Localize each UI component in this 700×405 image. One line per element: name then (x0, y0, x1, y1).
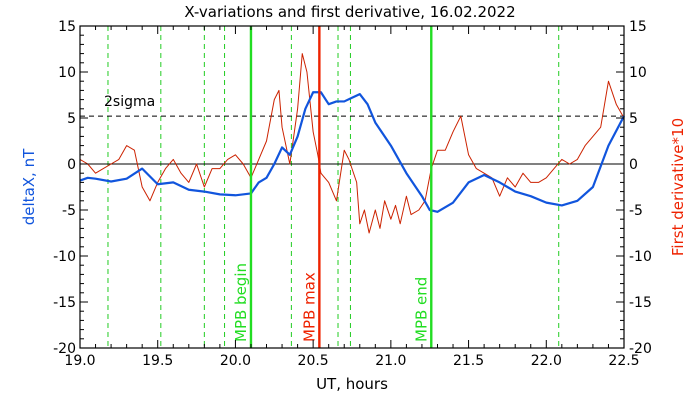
y-tick-label-left: -10 (53, 249, 76, 265)
y-axis-label-right: First derivative*10 (669, 118, 687, 256)
y-tick-label-right: 15 (629, 19, 647, 35)
y-tick-label-left: 10 (58, 65, 76, 81)
y-tick-label-left: 0 (67, 157, 76, 173)
x-tick-label: 21.0 (375, 353, 406, 369)
y-tick-label-right: -10 (629, 249, 652, 265)
event-label: MPB begin (232, 263, 250, 342)
event-label: MPB max (300, 272, 318, 342)
x-tick-label: 19.5 (142, 353, 173, 369)
event-layer: MPB begin MPB max MPB end (232, 26, 433, 348)
y-tick-label-left: -5 (62, 203, 76, 219)
x-tick-label: 20.5 (298, 353, 329, 369)
y-axis-label-left: deltaX, nT (20, 148, 38, 225)
deltax-series-line (79, 91, 625, 213)
y-tick-label-right: 5 (629, 111, 638, 127)
y-tick-label-left: 5 (67, 111, 76, 127)
reference-lines (80, 26, 624, 348)
x-tick-label: 20.0 (220, 353, 251, 369)
y-tick-label-left: 15 (58, 19, 76, 35)
x-tick-label: 21.5 (453, 353, 484, 369)
y-tick-label-right: 0 (629, 157, 638, 173)
plot-frame (79, 25, 625, 349)
chart-title: X-variations and first derivative, 16.02… (184, 3, 515, 21)
derivative-series-line (79, 53, 625, 234)
axis-layer: 19.0 19.5 20.0 20.5 21.0 21.5 22.0 22.5 15 15 10 10… (53, 19, 652, 369)
y-tick-label-right: -5 (629, 203, 643, 219)
series-layer (79, 53, 625, 234)
y-tick-label-left: -20 (53, 341, 76, 357)
y-tick-label-left: -15 (53, 295, 76, 311)
y-tick-label-right: -20 (629, 341, 652, 357)
y-tick-label-right: -15 (629, 295, 652, 311)
x-tick-label: 22.0 (531, 353, 562, 369)
x-tick-label: 22.5 (608, 353, 639, 369)
x-axis-label: UT, hours (316, 375, 388, 393)
sigma-label: 2sigma (104, 94, 155, 110)
x-tick-label: 19.0 (64, 353, 95, 369)
event-label: MPB end (412, 277, 430, 342)
y-tick-label-right: 10 (629, 65, 647, 81)
